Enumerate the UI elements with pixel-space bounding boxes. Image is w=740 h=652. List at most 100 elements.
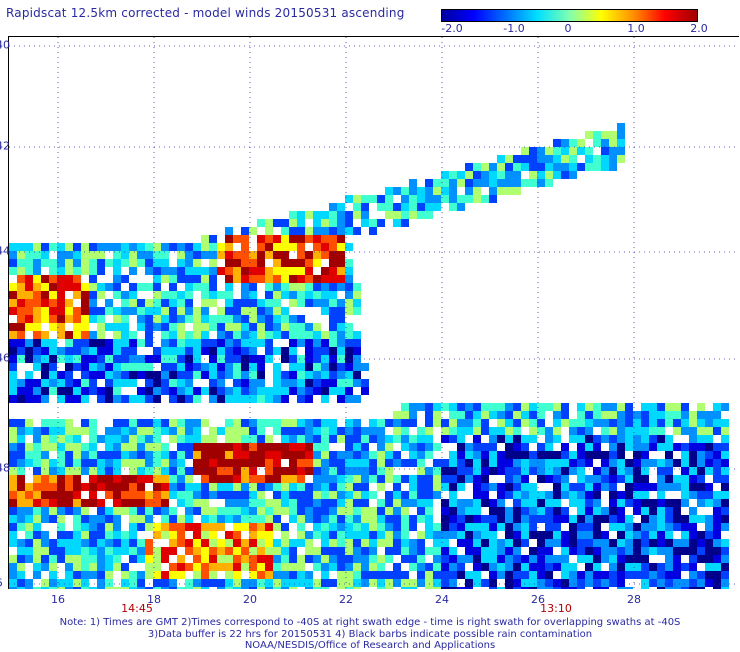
wind-cell: [337, 547, 345, 555]
wind-cell: [721, 443, 729, 451]
wind-cell: [25, 291, 33, 299]
wind-cell: [193, 443, 201, 451]
wind-cell: [193, 467, 201, 475]
wind-cell: [457, 571, 465, 579]
wind-cell: [249, 307, 257, 315]
wind-cell: [49, 259, 57, 267]
wind-cell: [585, 443, 593, 451]
wind-cell: [377, 203, 385, 211]
wind-cell: [65, 531, 73, 539]
wind-cell: [97, 459, 105, 467]
wind-cell: [617, 531, 625, 539]
wind-cell: [281, 531, 289, 539]
wind-cell: [65, 579, 73, 587]
wind-cell: [465, 579, 473, 587]
wind-cell: [57, 547, 65, 555]
wind-cell: [177, 251, 185, 259]
wind-cell: [561, 411, 569, 419]
wind-cell: [313, 331, 321, 339]
wind-cell: [249, 459, 257, 467]
wind-cell: [601, 515, 609, 523]
wind-cell: [321, 483, 329, 491]
wind-cell: [193, 483, 201, 491]
wind-cell: [617, 515, 625, 523]
wind-cell: [481, 411, 489, 419]
wind-cell: [649, 547, 657, 555]
wind-cell: [145, 379, 153, 387]
wind-cell: [281, 499, 289, 507]
wind-cell: [225, 507, 233, 515]
wind-cell: [705, 427, 713, 435]
wind-cell: [417, 403, 425, 411]
wind-cell: [169, 491, 177, 499]
wind-cell: [289, 571, 297, 579]
wind-cell: [257, 563, 265, 571]
wind-cell: [177, 459, 185, 467]
wind-cell: [225, 347, 233, 355]
wind-cell: [721, 571, 729, 579]
wind-cell: [713, 459, 721, 467]
wind-cell: [345, 435, 353, 443]
wind-cell: [305, 427, 313, 435]
wind-cell: [97, 435, 105, 443]
wind-cell: [425, 515, 433, 523]
wind-cell: [441, 435, 449, 443]
wind-cell: [41, 563, 49, 571]
wind-cell: [577, 507, 585, 515]
wind-cell: [353, 459, 361, 467]
wind-cell: [145, 555, 153, 563]
wind-cell: [305, 443, 313, 451]
wind-cell: [473, 555, 481, 563]
wind-cell: [49, 307, 57, 315]
wind-cell: [241, 491, 249, 499]
wind-cell: [513, 155, 521, 163]
wind-cell: [329, 531, 337, 539]
wind-cell: [17, 443, 25, 451]
wind-cell: [313, 499, 321, 507]
wind-cell: [161, 323, 169, 331]
wind-cell: [377, 219, 385, 227]
wind-cell: [433, 523, 441, 531]
wind-cell: [273, 235, 281, 243]
wind-cell: [473, 419, 481, 427]
wind-cell: [401, 427, 409, 435]
wind-cell: [73, 451, 81, 459]
wind-cell: [697, 443, 705, 451]
wind-cell: [97, 331, 105, 339]
wind-cell: [185, 587, 193, 589]
wind-cell: [441, 467, 449, 475]
wind-cell: [409, 483, 417, 491]
wind-cell: [177, 427, 185, 435]
wind-cell: [193, 491, 201, 499]
wind-cell: [121, 451, 129, 459]
wind-cell: [177, 259, 185, 267]
wind-cell: [9, 299, 17, 307]
wind-cell: [209, 291, 217, 299]
wind-cell: [577, 539, 585, 547]
wind-cell: [169, 531, 177, 539]
wind-cell: [353, 283, 361, 291]
wind-cell: [673, 571, 681, 579]
wind-cell: [537, 563, 545, 571]
wind-cell: [577, 515, 585, 523]
wind-cell: [153, 451, 161, 459]
wind-cell: [273, 283, 281, 291]
wind-cell: [57, 267, 65, 275]
wind-cell: [705, 491, 713, 499]
wind-cell: [233, 475, 241, 483]
wind-cell: [73, 499, 81, 507]
wind-cell: [209, 339, 217, 347]
wind-cell: [369, 523, 377, 531]
wind-cell: [265, 291, 273, 299]
wind-cell: [121, 427, 129, 435]
wind-cell: [17, 339, 25, 347]
wind-cell: [625, 403, 633, 411]
wind-cell: [473, 475, 481, 483]
wind-cell: [337, 587, 345, 589]
wind-cell: [257, 331, 265, 339]
wind-cell: [617, 539, 625, 547]
wind-cell: [497, 187, 505, 195]
wind-cell: [713, 507, 721, 515]
wind-cell: [161, 451, 169, 459]
wind-cell: [161, 267, 169, 275]
